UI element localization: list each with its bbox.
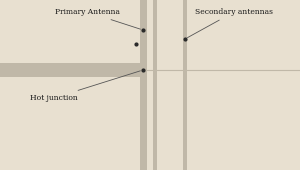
Text: Secondary antennas: Secondary antennas xyxy=(188,8,273,38)
Bar xyxy=(140,0,146,170)
Bar xyxy=(0,63,140,77)
Text: Primary Antenna: Primary Antenna xyxy=(55,8,140,29)
Bar xyxy=(153,0,157,170)
Text: Hot junction: Hot junction xyxy=(30,71,140,102)
Bar xyxy=(183,0,187,170)
